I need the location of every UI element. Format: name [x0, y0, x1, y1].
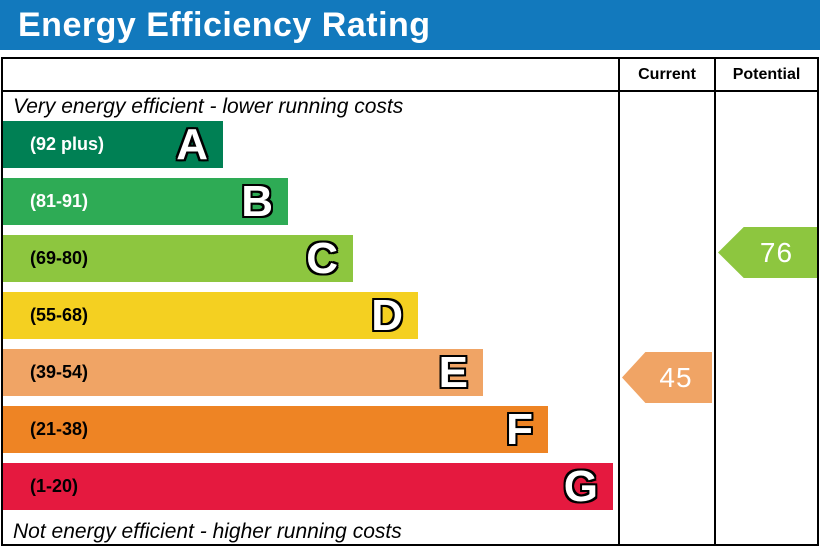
band-row-d: (55-68) D [3, 292, 618, 349]
table-header-row: Current Potential [3, 59, 817, 92]
potential-rating-arrow: 76 [718, 227, 817, 278]
band-bar-d: (55-68) D [3, 292, 418, 339]
title-bar: Energy Efficiency Rating [0, 0, 820, 50]
table-body: Very energy efficient - lower running co… [3, 92, 817, 544]
bottom-note: Not energy efficient - higher running co… [13, 520, 402, 543]
page-title: Energy Efficiency Rating [18, 5, 431, 44]
band-row-e: (39-54) E [3, 349, 618, 406]
band-range-label: (1-20) [30, 476, 79, 496]
band-row-f: (21-38) F [3, 406, 618, 463]
band-row-c: (69-80) C [3, 235, 618, 292]
band-letter: D [371, 290, 403, 340]
rating-table: Current Potential Very energy efficient … [1, 57, 819, 546]
band-letter: C [306, 233, 338, 283]
band-range-label: (39-54) [30, 362, 89, 382]
band-range-label: (21-38) [30, 419, 89, 439]
band-bar-b: (81-91) B [3, 178, 288, 225]
current-rating-arrow: 45 [622, 352, 712, 403]
band-bar-f: (21-38) F [3, 406, 548, 453]
band-letter: E [438, 347, 468, 397]
current-column-header: Current [620, 59, 716, 90]
current-column: 45 [620, 92, 716, 544]
band-range-label: (92 plus) [30, 134, 105, 154]
band-letter: A [176, 119, 208, 169]
band-bar-c: (69-80) C [3, 235, 353, 282]
band-letter: B [241, 176, 273, 226]
band-row-g: (1-20) G [3, 463, 618, 520]
band-row-b: (81-91) B [3, 178, 618, 235]
current-rating-value: 45 [659, 361, 693, 393]
potential-rating-value: 76 [759, 236, 794, 268]
band-bar-g: (1-20) G [3, 463, 613, 510]
potential-column: 76 [716, 92, 817, 544]
bands-column: Very energy efficient - lower running co… [3, 92, 620, 544]
band-letter: G [563, 461, 598, 511]
band-bar-e: (39-54) E [3, 349, 483, 396]
potential-column-header: Potential [732, 65, 801, 83]
band-bar-a: (92 plus) A [3, 121, 223, 168]
header-spacer [3, 59, 620, 90]
top-note: Very energy efficient - lower running co… [13, 94, 404, 118]
band-range-label: (55-68) [30, 305, 89, 325]
band-row-a: (92 plus) A [3, 121, 618, 178]
band-range-label: (81-91) [30, 191, 89, 211]
band-letter: F [506, 404, 533, 454]
band-range-label: (69-80) [30, 248, 89, 268]
